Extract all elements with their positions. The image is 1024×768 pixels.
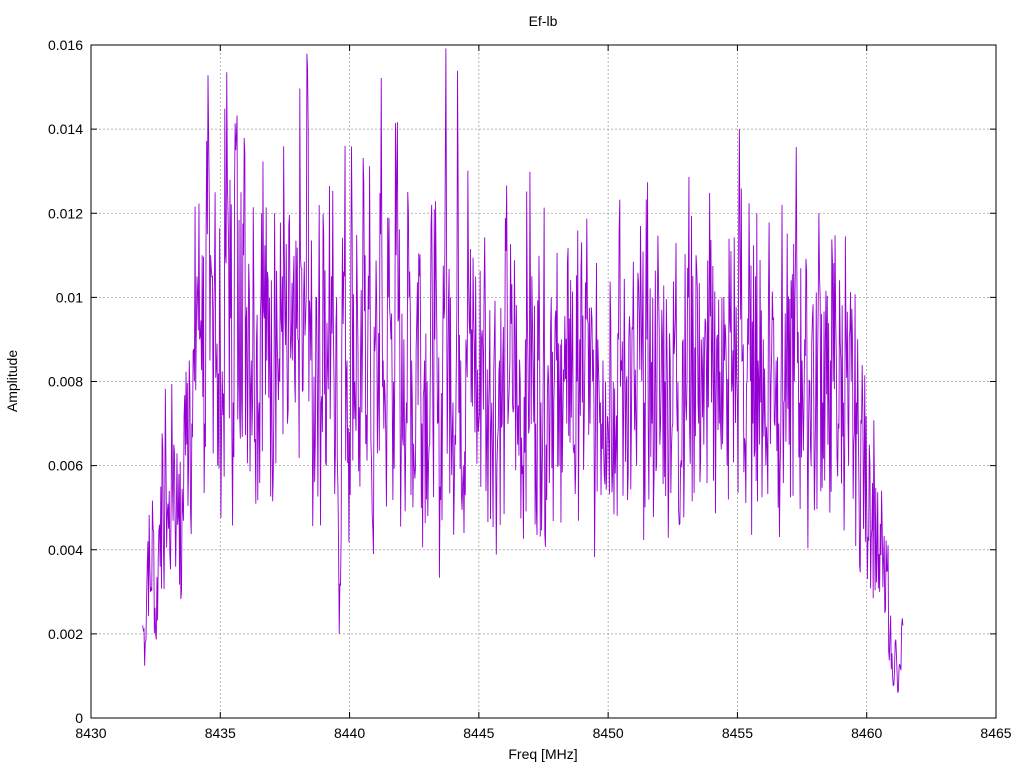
x-tick-label: 8460 bbox=[851, 725, 882, 741]
x-tick-label: 8455 bbox=[722, 725, 753, 741]
y-tick-label: 0.016 bbox=[48, 37, 83, 53]
y-tick-label: 0.012 bbox=[48, 205, 83, 221]
series-layer bbox=[142, 48, 904, 693]
y-tick-label: 0.006 bbox=[48, 458, 83, 474]
y-tick-label: 0.014 bbox=[48, 121, 83, 137]
grid bbox=[91, 45, 996, 718]
x-tick-label: 8465 bbox=[980, 725, 1011, 741]
chart-title: Ef-lb bbox=[529, 13, 558, 29]
y-tick-label: 0 bbox=[75, 710, 83, 726]
x-tick-label: 8450 bbox=[593, 725, 624, 741]
x-axis-label: Freq [MHz] bbox=[508, 746, 577, 762]
x-tick-label: 8430 bbox=[75, 725, 106, 741]
y-axis-label: Amplitude bbox=[4, 350, 20, 412]
x-tick-label: 8445 bbox=[463, 725, 494, 741]
x-tick-label: 8440 bbox=[334, 725, 365, 741]
axis-ticks: 8430 8435 8440 8445 8450 8455 8460 8465 0 0.002 0.… bbox=[48, 37, 1012, 741]
x-tick-label: 8435 bbox=[205, 725, 236, 741]
y-tick-label: 0.004 bbox=[48, 542, 83, 558]
y-tick-label: 0.002 bbox=[48, 626, 83, 642]
y-tick-label: 0.008 bbox=[48, 374, 83, 390]
y-tick-label: 0.01 bbox=[56, 289, 83, 305]
plot-border bbox=[90, 44, 997, 719]
series-line bbox=[142, 48, 904, 693]
